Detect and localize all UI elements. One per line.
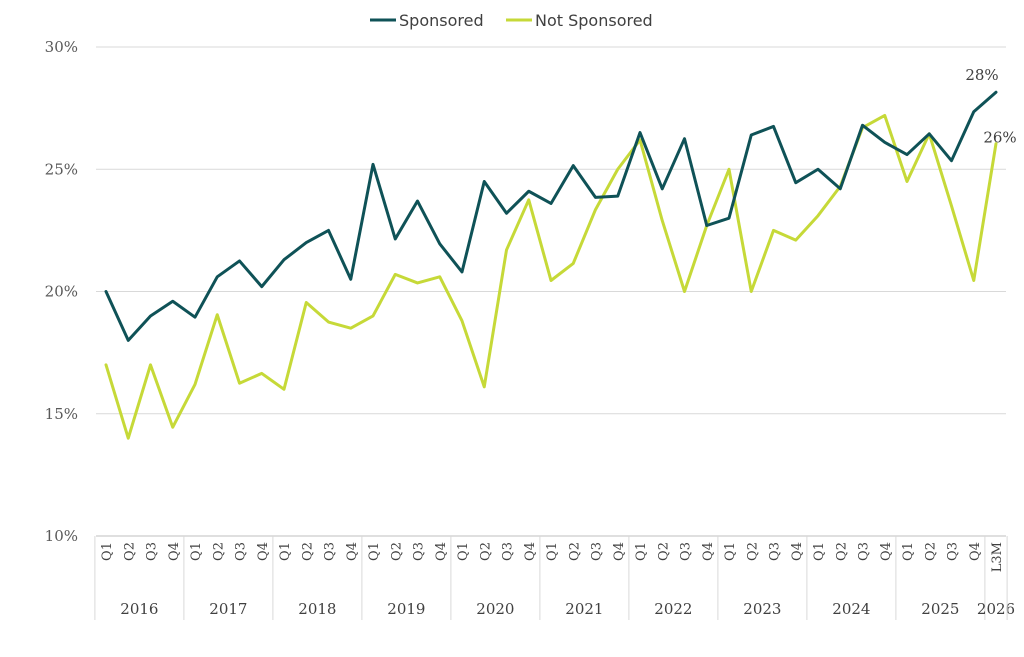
x-tick-label: Q2 xyxy=(389,542,404,561)
x-tick-label: Q2 xyxy=(567,542,582,561)
x-tick-label: Q1 xyxy=(545,542,560,561)
x-tick-label: Q3 xyxy=(145,542,160,561)
x-tick-label: Q1 xyxy=(634,542,649,561)
grid-lines xyxy=(96,46,1006,537)
x-tick-label: Q2 xyxy=(478,542,493,561)
x-tick-label: Q1 xyxy=(456,542,471,561)
year-label: 2016 xyxy=(120,600,158,618)
x-tick-label: Q4 xyxy=(256,542,271,561)
x-tick-label: Q4 xyxy=(790,542,805,561)
x-tick-label: L3M xyxy=(990,542,1005,572)
x-tick-label: Q1 xyxy=(278,542,293,561)
y-axis-ticks: 10% 15% 20% 25% 30% xyxy=(45,38,78,545)
x-tick-label: Q3 xyxy=(234,542,249,561)
y-tick-label: 10% xyxy=(45,527,78,545)
y-tick-label: 25% xyxy=(45,160,78,178)
x-tick-label: Q3 xyxy=(946,542,961,561)
legend-label-sponsored: Sponsored xyxy=(399,11,484,30)
x-tick-label: Q1 xyxy=(100,542,115,561)
x-tick-label: Q4 xyxy=(167,542,182,561)
x-tick-label: Q1 xyxy=(901,542,916,561)
year-label: 2019 xyxy=(387,600,425,618)
y-tick-label: 20% xyxy=(45,283,78,301)
year-label: 2018 xyxy=(298,600,336,618)
year-label: 2026 xyxy=(977,600,1015,618)
x-tick-label: Q2 xyxy=(834,542,849,561)
x-tick-label: Q4 xyxy=(701,542,716,561)
series-line-sponsored xyxy=(104,90,998,342)
x-tick-label: Q3 xyxy=(768,542,783,561)
x-tick-label: Q2 xyxy=(211,542,226,561)
x-tick-label: Q4 xyxy=(434,542,449,561)
x-tick-label: Q2 xyxy=(300,542,315,561)
x-tick-label: Q3 xyxy=(412,542,427,561)
x-tick-label: Q1 xyxy=(723,542,738,561)
legend-label-not-sponsored: Not Sponsored xyxy=(535,11,653,30)
x-tick-label: Q4 xyxy=(523,542,538,561)
series-lines xyxy=(104,90,998,440)
year-label: 2020 xyxy=(476,600,514,618)
x-axis: Q1 Q2 Q3 Q4 Q1 Q2 Q3 Q4 Q1 Q2 Q3 Q4 Q1 Q2 Q3 Q4 Q1 Q2 Q3 Q4… xyxy=(94,536,1015,620)
year-label: 2025 xyxy=(921,600,959,618)
x-tick-label: Q1 xyxy=(812,542,827,561)
x-tick-label: Q1 xyxy=(189,542,204,561)
end-labels: 28% 26% xyxy=(965,66,1016,146)
x-tick-label: Q2 xyxy=(923,542,938,561)
year-label: 2024 xyxy=(832,600,870,618)
x-tick-label: Q4 xyxy=(345,542,360,561)
x-tick-label: Q3 xyxy=(501,542,516,561)
x-tick-label: Q1 xyxy=(367,542,382,561)
year-label: 2021 xyxy=(565,600,603,618)
x-tick-label: Q2 xyxy=(122,542,137,561)
x-tick-label: Q2 xyxy=(745,542,760,561)
year-label: 2017 xyxy=(209,600,247,618)
x-tick-label: Q3 xyxy=(590,542,605,561)
y-tick-label: 30% xyxy=(45,38,78,56)
x-tick-label: Q3 xyxy=(323,542,338,561)
year-label: 2023 xyxy=(743,600,781,618)
end-label-not-sponsored: 26% xyxy=(983,129,1016,147)
x-tick-label: Q2 xyxy=(656,542,671,561)
x-tick-label: Q4 xyxy=(968,542,983,561)
x-tick-label: Q4 xyxy=(612,542,627,561)
year-label: 2022 xyxy=(654,600,692,618)
end-label-sponsored: 28% xyxy=(965,66,998,84)
x-tick-label: Q3 xyxy=(857,542,872,561)
x-tick-label: Q3 xyxy=(679,542,694,561)
x-tick-label: Q4 xyxy=(879,542,894,561)
y-tick-label: 15% xyxy=(45,405,78,423)
legend: Sponsored Not Sponsored xyxy=(370,11,653,30)
series-line-not-sponsored xyxy=(104,113,998,440)
